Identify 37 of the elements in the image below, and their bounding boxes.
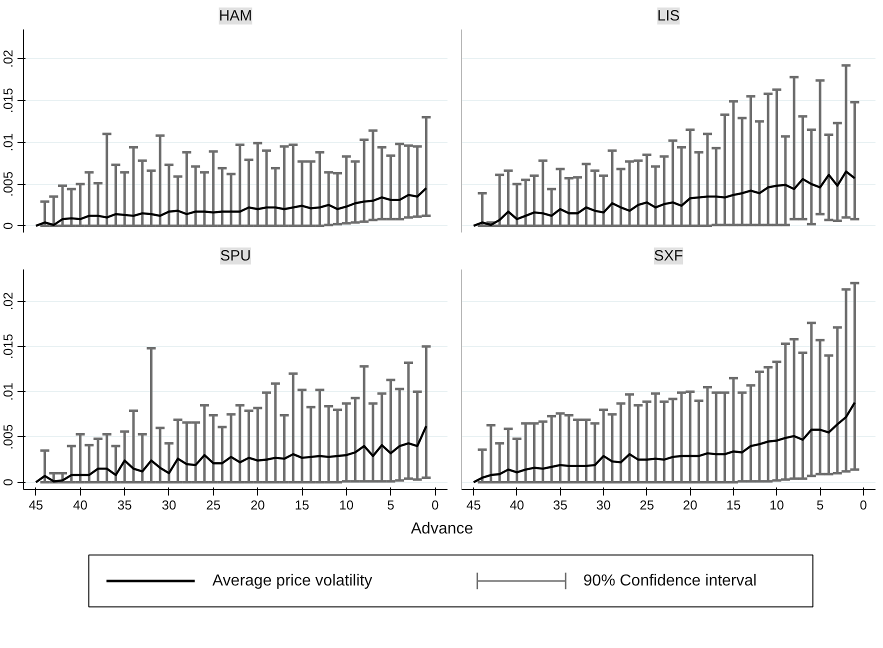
x-tick-label: 20 bbox=[250, 498, 265, 512]
x-tick-label: 5 bbox=[387, 498, 394, 512]
y-tick-label: .01 bbox=[0, 382, 16, 401]
y-tick-label: .01 bbox=[0, 133, 16, 152]
x-tick-label: 45 bbox=[466, 498, 481, 512]
x-tick-label: 10 bbox=[770, 498, 784, 512]
x-tick-label: 5 bbox=[816, 498, 824, 512]
y-tick-label: 0 bbox=[0, 222, 16, 230]
x-tick-label: 0 bbox=[431, 498, 439, 512]
chart-title: SPU bbox=[220, 248, 251, 264]
x-tick-label: 40 bbox=[73, 498, 88, 512]
y-tick-label: .015 bbox=[0, 334, 16, 360]
x-tick-label: 40 bbox=[510, 498, 524, 512]
x-tick-label: 0 bbox=[860, 498, 867, 512]
x-tick-label: 45 bbox=[28, 498, 44, 512]
chart-title: HAM bbox=[218, 8, 252, 24]
y-tick-label: 0 bbox=[0, 478, 16, 486]
x-tick-label: 35 bbox=[117, 498, 132, 512]
x-tick-label: 20 bbox=[682, 498, 698, 512]
y-tick-label: .005 bbox=[0, 424, 16, 450]
y-tick-label: .02 bbox=[0, 292, 16, 310]
text: Average price volatility bbox=[212, 572, 372, 590]
y-tick-label: .02 bbox=[0, 50, 16, 68]
chart-title: LIS bbox=[657, 8, 680, 24]
y-tick-label: .015 bbox=[0, 88, 16, 114]
x-tick-label: 35 bbox=[553, 498, 568, 512]
x-tick-label: 25 bbox=[206, 498, 221, 512]
x-tick-label: 30 bbox=[162, 498, 176, 512]
text: 90% Confidence interval bbox=[583, 572, 757, 590]
x-tick-label: 15 bbox=[726, 498, 741, 512]
x-tick-label: 25 bbox=[640, 498, 654, 512]
y-tick-label: .005 bbox=[0, 171, 16, 197]
x-tick-label: 15 bbox=[294, 498, 310, 512]
chart-title: SXF bbox=[654, 248, 684, 264]
x-tick-label: 30 bbox=[596, 498, 611, 512]
x-tick-label: 10 bbox=[339, 498, 354, 512]
x-axis-title: Advance bbox=[410, 520, 474, 538]
